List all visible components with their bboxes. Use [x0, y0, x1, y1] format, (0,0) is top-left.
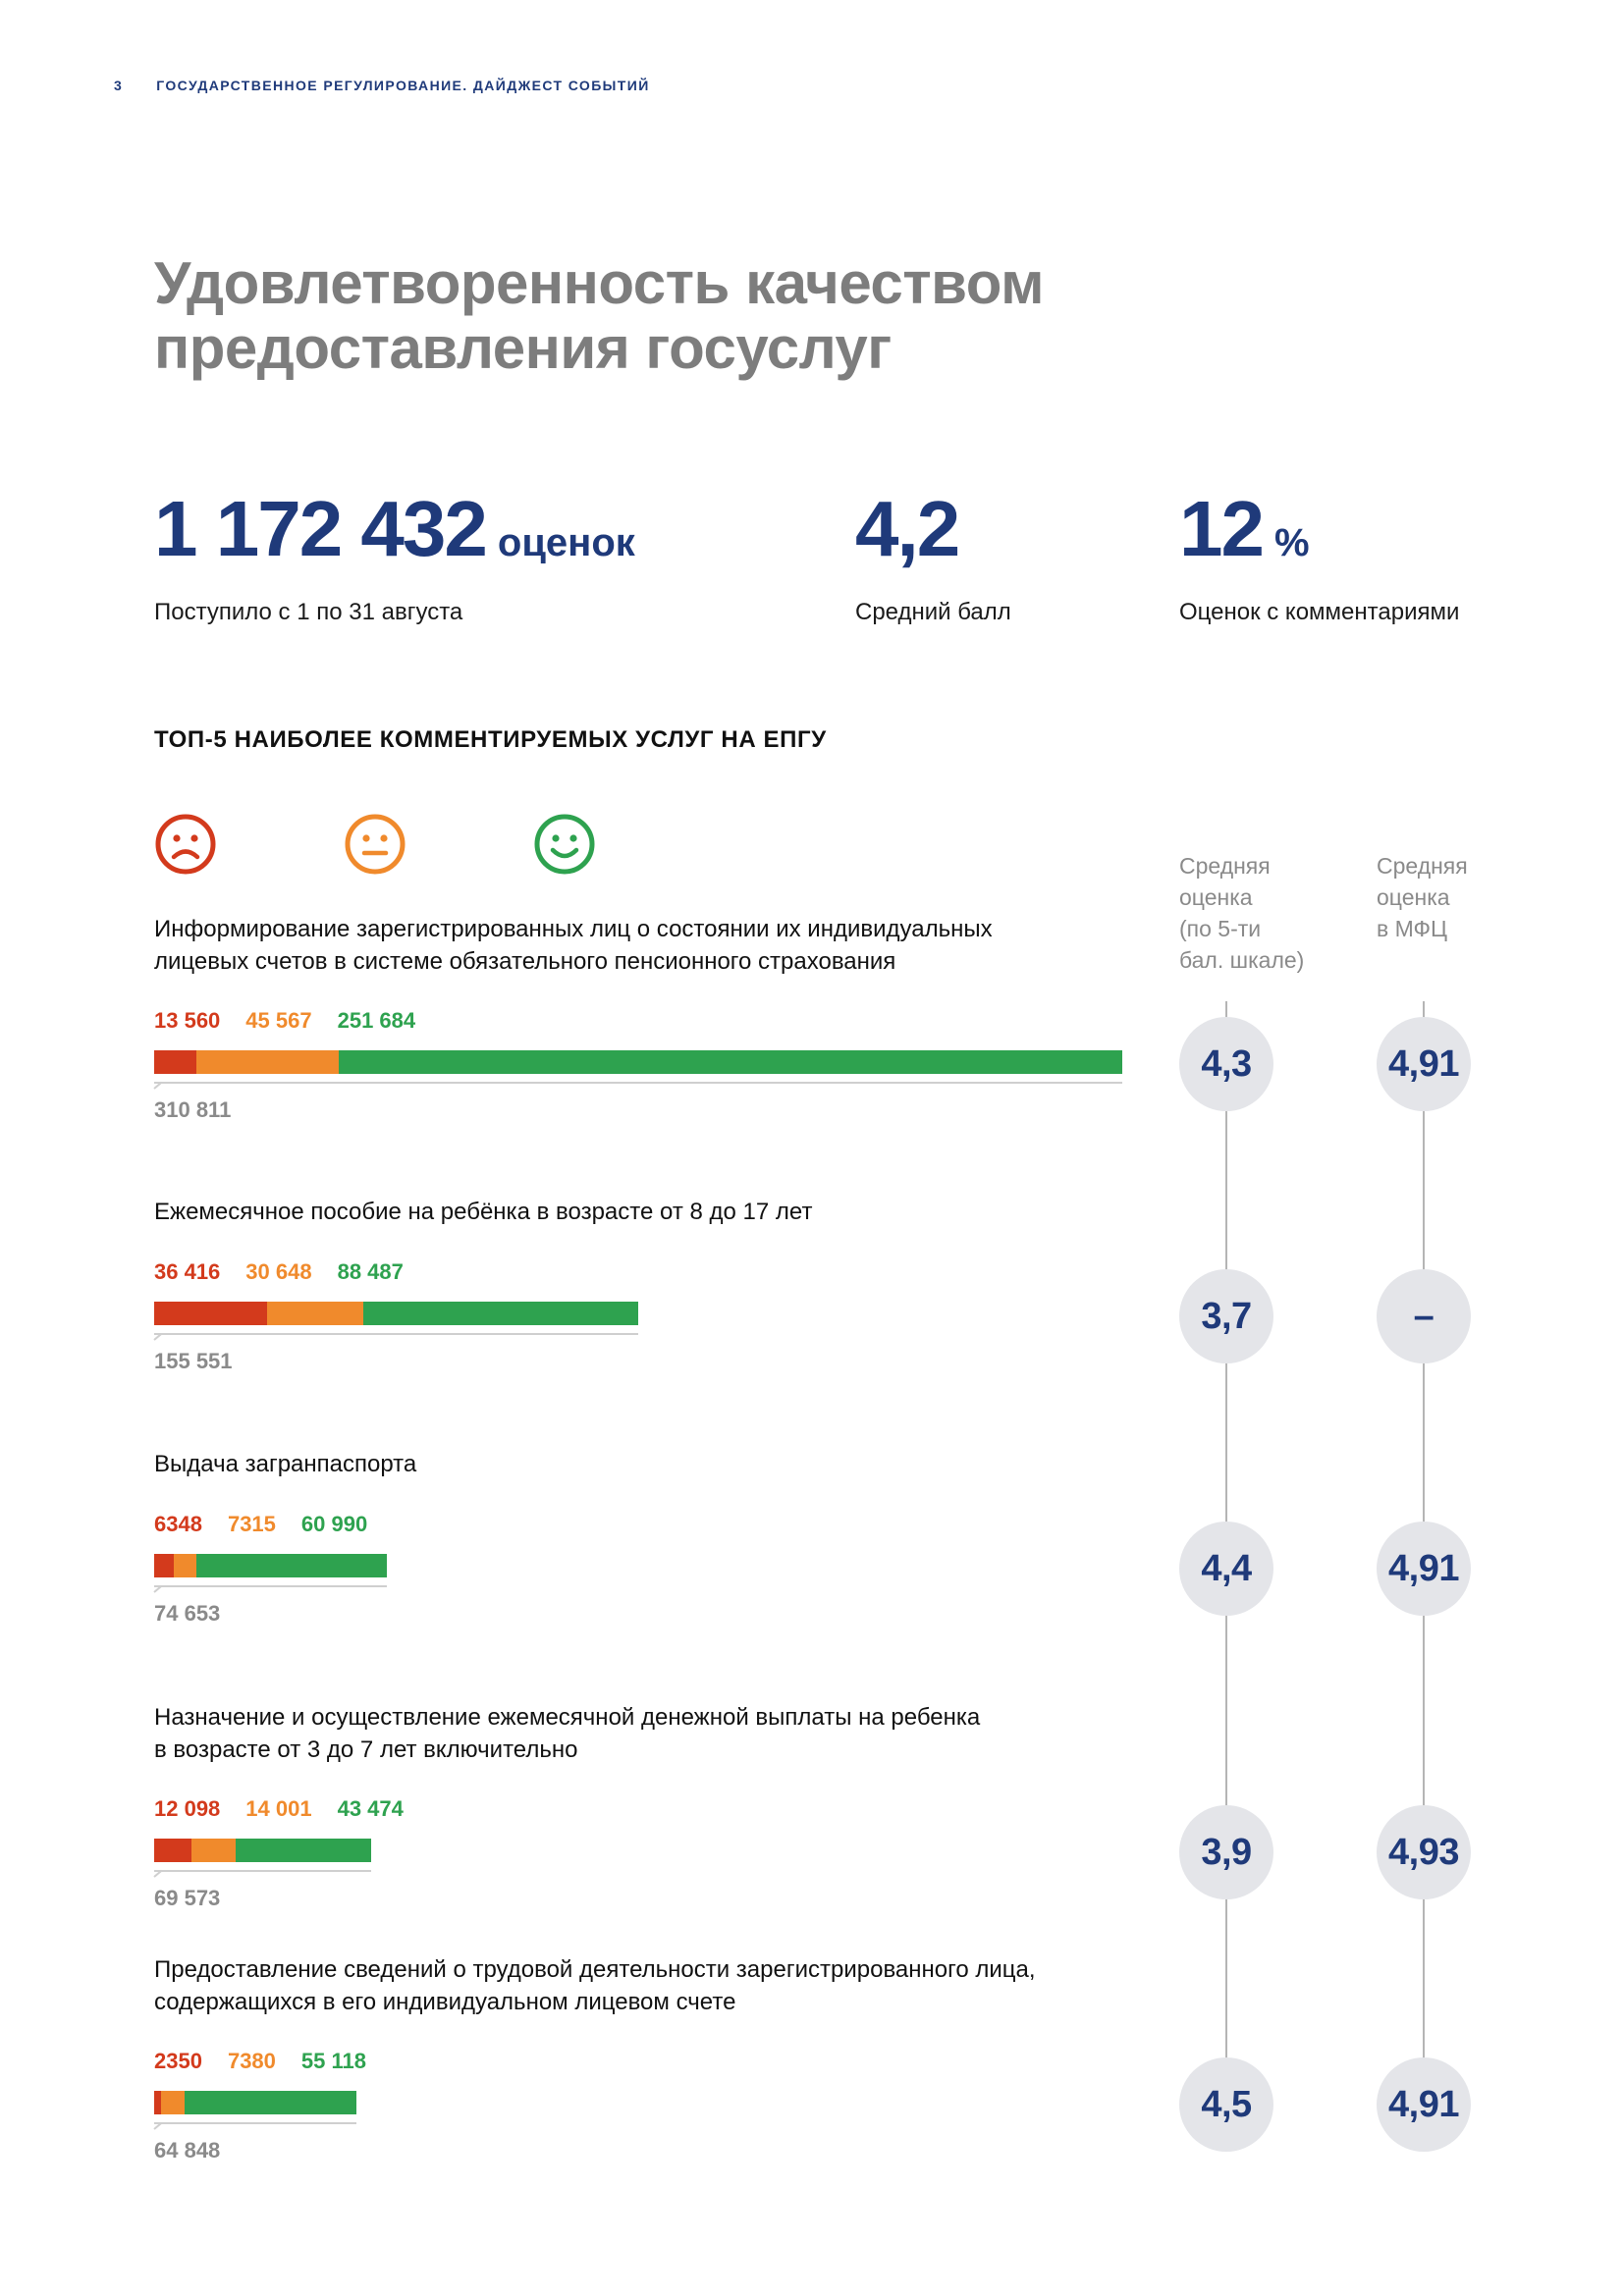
- negative-count: 2350: [154, 2049, 202, 2073]
- header-title: ГОСУДАРСТВЕННОЕ РЕГУЛИРОВАНИЕ. ДАЙДЖЕСТ …: [156, 78, 650, 93]
- bar-segment-negative: [154, 1554, 175, 1577]
- mfc-score-badge: –: [1377, 1269, 1471, 1363]
- service-title: Информирование зарегистрированных лиц о …: [154, 916, 993, 975]
- average-score-badge: 4,5: [1179, 2057, 1273, 2152]
- page-header: 3 ГОСУДАРСТВЕННОЕ РЕГУЛИРОВАНИЕ. ДАЙДЖЕС…: [114, 78, 650, 93]
- mfc-score-badge: 4,91: [1377, 1017, 1471, 1111]
- bar-segment-negative: [154, 2091, 162, 2114]
- rating-counts: 6348 7315 60 990: [154, 1512, 393, 1537]
- negative-count: 6348: [154, 1512, 202, 1536]
- stat-unit: %: [1273, 521, 1310, 564]
- neutral-face-icon: [345, 814, 406, 875]
- bar-segment-positive: [196, 1554, 387, 1577]
- total-count: 64 848: [154, 2138, 221, 2163]
- neutral-count: 7315: [227, 1512, 276, 1536]
- mfc-score-badge: 4,91: [1377, 2057, 1471, 2152]
- neutral-count: 7380: [227, 2049, 276, 2073]
- total-count: 74 653: [154, 1601, 221, 1626]
- bar-segment-positive: [362, 1302, 638, 1325]
- average-score-badge: 4,3: [1179, 1017, 1273, 1111]
- bar-segment-positive: [235, 1839, 371, 1862]
- stat-label-average: Средний балл: [855, 599, 1011, 625]
- page-title: Удовлетворенность качеством предоставлен…: [154, 250, 1044, 381]
- negative-count: 36 416: [154, 1259, 221, 1284]
- rating-counts: 2350 7380 55 118: [154, 2049, 392, 2074]
- bar-baseline: [154, 1585, 387, 1587]
- rating-bar: [154, 1302, 638, 1325]
- stat-comments-share: 12%: [1179, 485, 1310, 587]
- column-header-average: Средняя оценка (по 5-ти бал. шкале): [1179, 853, 1305, 973]
- mfc-score-badge: 4,93: [1377, 1805, 1471, 1899]
- stat-ratings-count: 1 172 432 оценок: [154, 485, 635, 587]
- bar-baseline: [154, 1082, 1122, 1084]
- positive-count: 43 474: [337, 1796, 404, 1821]
- rating-bar: [154, 1839, 371, 1862]
- sad-face-icon: [155, 814, 216, 875]
- page-number: 3: [114, 78, 124, 93]
- stat-label-ratings: Поступило с 1 по 31 августа: [154, 599, 463, 625]
- total-count: 310 811: [154, 1097, 232, 1122]
- stat-value: 4,2: [855, 485, 960, 572]
- positive-count: 88 487: [337, 1259, 404, 1284]
- positive-count: 251 684: [337, 1008, 416, 1033]
- rating-bar: [154, 1050, 1122, 1074]
- bar-segment-neutral: [174, 1554, 197, 1577]
- average-score-badge: 3,9: [1179, 1805, 1273, 1899]
- average-score-badge: 4,4: [1179, 1522, 1273, 1616]
- bar-segment-neutral: [191, 1839, 236, 1862]
- rating-counts: 13 560 45 567 251 684: [154, 1008, 441, 1034]
- bar-segment-positive: [184, 2091, 356, 2114]
- bar-segment-positive: [338, 1050, 1122, 1074]
- neutral-count: 14 001: [245, 1796, 312, 1821]
- rating-counts: 36 416 30 648 88 487: [154, 1259, 429, 1285]
- negative-count: 12 098: [154, 1796, 221, 1821]
- negative-count: 13 560: [154, 1008, 221, 1033]
- rating-bar: [154, 2091, 356, 2114]
- average-score-badge: 3,7: [1179, 1269, 1273, 1363]
- bar-baseline: [154, 1333, 638, 1335]
- bar-segment-negative: [154, 1302, 268, 1325]
- neutral-count: 30 648: [245, 1259, 312, 1284]
- bar-segment-negative: [154, 1839, 192, 1862]
- rating-counts: 12 098 14 001 43 474: [154, 1796, 429, 1822]
- stat-label-comments: Оценок с комментариями: [1179, 599, 1460, 625]
- bar-segment-neutral: [267, 1302, 363, 1325]
- total-count: 155 551: [154, 1349, 233, 1373]
- bar-segment-negative: [154, 1050, 197, 1074]
- bar-baseline: [154, 2122, 356, 2124]
- stat-value: 1 172 432: [154, 485, 488, 572]
- total-count: 69 573: [154, 1886, 221, 1910]
- service-title: Выдача загранпаспорта: [154, 1451, 417, 1477]
- positive-count: 60 990: [300, 1512, 368, 1536]
- rating-bar: [154, 1554, 387, 1577]
- bar-segment-neutral: [161, 2091, 185, 2114]
- bar-baseline: [154, 1870, 371, 1872]
- happy-face-icon: [534, 814, 595, 875]
- stat-unit: оценок: [497, 521, 635, 564]
- service-title: Предоставление сведений о трудовой деяте…: [154, 1956, 1036, 2015]
- mfc-score-badge: 4,91: [1377, 1522, 1471, 1616]
- column-header-mfc: Средняя оценка в МФЦ: [1377, 853, 1468, 941]
- section-subheading: ТОП-5 НАИБОЛЕЕ КОММЕНТИРУЕМЫХ УСЛУГ НА Е…: [154, 726, 827, 753]
- positive-count: 55 118: [300, 2049, 366, 2073]
- stat-value: 12: [1179, 485, 1265, 572]
- stat-average-score: 4,2: [855, 485, 960, 573]
- neutral-count: 45 567: [245, 1008, 312, 1033]
- service-title: Ежемесячное пособие на ребёнка в возраст…: [154, 1199, 813, 1225]
- service-title: Назначение и осуществление ежемесячной д…: [154, 1704, 981, 1763]
- bar-segment-neutral: [196, 1050, 339, 1074]
